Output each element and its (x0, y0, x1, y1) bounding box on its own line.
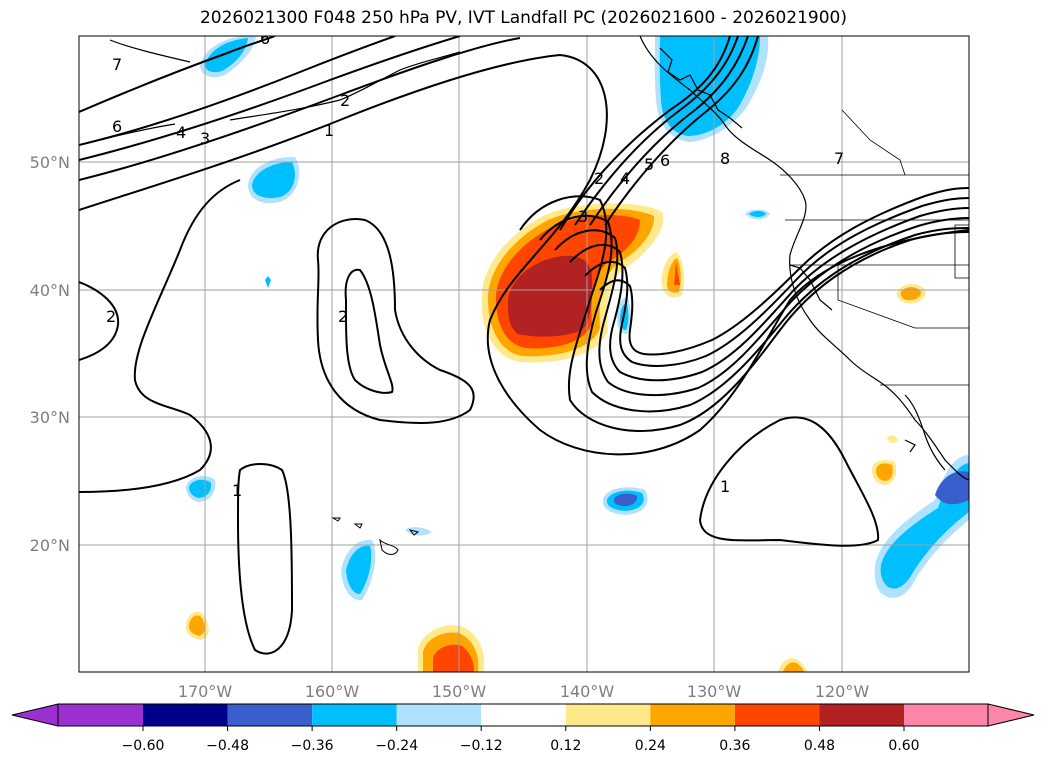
colorbar-tick-label: 0.48 (804, 738, 835, 754)
colorbar-tick-label: −0.48 (206, 738, 249, 754)
contour-label: 4 (620, 169, 630, 188)
colorbar: −0.60 −0.48 −0.36 −0.24 −0.12 0.12 0.24 0.36 0.4… (11, 703, 1035, 754)
shaded-positive-field (185, 203, 926, 672)
colorbar-cell (650, 704, 735, 726)
state-borders (780, 109, 969, 386)
contour-label: 3 (578, 207, 588, 226)
longitude-labels: 170°W 160°W 150°W 140°W 130°W 120°W (178, 682, 870, 701)
contour-label: 6 (260, 29, 270, 48)
colorbar-cell (227, 704, 313, 726)
shaded-negative-field (186, 36, 969, 601)
contour-label: 2 (338, 307, 348, 326)
contour-label: 3 (200, 129, 210, 148)
contour-labels: 7 6 4 3 2 1 2 2 3 2 4 5 6 8 7 1 1 6 (106, 29, 844, 500)
colorbar-tick-label: 0.24 (635, 738, 666, 754)
colorbar-cell (396, 704, 482, 726)
contour-label: 1 (232, 481, 242, 500)
hawaiian-islands (331, 517, 420, 555)
lon-label: 160°W (305, 682, 360, 701)
colorbar-cell (904, 704, 988, 726)
contour-label: 1 (720, 477, 730, 496)
lon-label: 150°W (432, 682, 487, 701)
contour-label: 1 (324, 121, 334, 140)
lat-label: 20°N (30, 536, 70, 555)
colorbar-tick-label: −0.60 (122, 738, 165, 754)
colorbar-cell (734, 704, 820, 726)
colorbar-cell (58, 704, 143, 726)
contour-label: 6 (112, 117, 122, 136)
contour-label: 5 (644, 155, 654, 174)
pv-contours (79, 36, 969, 655)
colorbar-cell (819, 704, 904, 726)
contour-label: 2 (340, 91, 350, 110)
colorbar-tick-label: −0.12 (460, 738, 503, 754)
contour-label: 2 (106, 307, 116, 326)
lon-label: 130°W (687, 682, 742, 701)
lat-label: 40°N (30, 281, 70, 300)
map-title: 2026021300 F048 250 hPa PV, IVT Landfall… (199, 8, 847, 28)
colorbar-cell (481, 704, 566, 726)
contour-label: 6 (660, 151, 670, 170)
contour-label: 7 (834, 149, 844, 168)
contour-label: 2 (594, 169, 604, 188)
lat-label: 50°N (30, 153, 70, 172)
map-frame (78, 35, 970, 673)
contour-label: 8 (720, 149, 730, 168)
colorbar-cell (565, 704, 651, 726)
lon-label: 140°W (560, 682, 615, 701)
contour-label: 7 (112, 55, 122, 74)
colorbar-tick-label: 0.12 (550, 738, 581, 754)
colorbar-extend-min (12, 704, 58, 726)
latitude-labels: 50°N 40°N 30°N 20°N (30, 153, 70, 555)
colorbar-tick-label: 0.60 (888, 738, 919, 754)
lat-label: 30°N (30, 408, 70, 427)
colorbar-cell (143, 704, 228, 726)
colorbar-cell (312, 704, 397, 726)
lon-label: 170°W (178, 682, 233, 701)
lon-label: 120°W (815, 682, 870, 701)
colorbar-tick-label: 0.36 (719, 738, 750, 754)
colorbar-tick-label: −0.24 (375, 738, 418, 754)
colorbar-tick-label: −0.36 (291, 738, 334, 754)
colorbar-extend-max (988, 704, 1034, 726)
contour-label: 4 (176, 123, 186, 142)
